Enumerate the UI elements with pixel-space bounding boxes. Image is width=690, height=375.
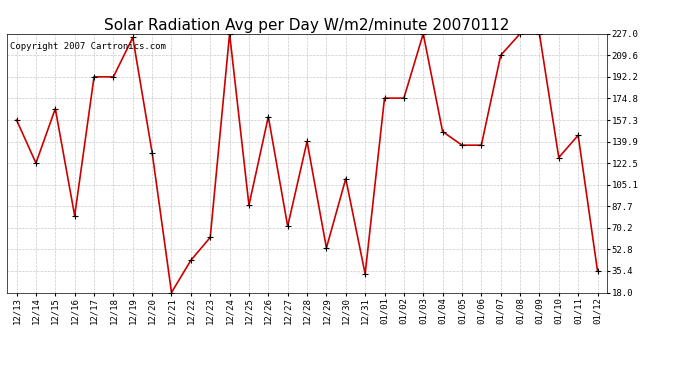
Text: Copyright 2007 Cartronics.com: Copyright 2007 Cartronics.com bbox=[10, 42, 166, 51]
Title: Solar Radiation Avg per Day W/m2/minute 20070112: Solar Radiation Avg per Day W/m2/minute … bbox=[104, 18, 510, 33]
